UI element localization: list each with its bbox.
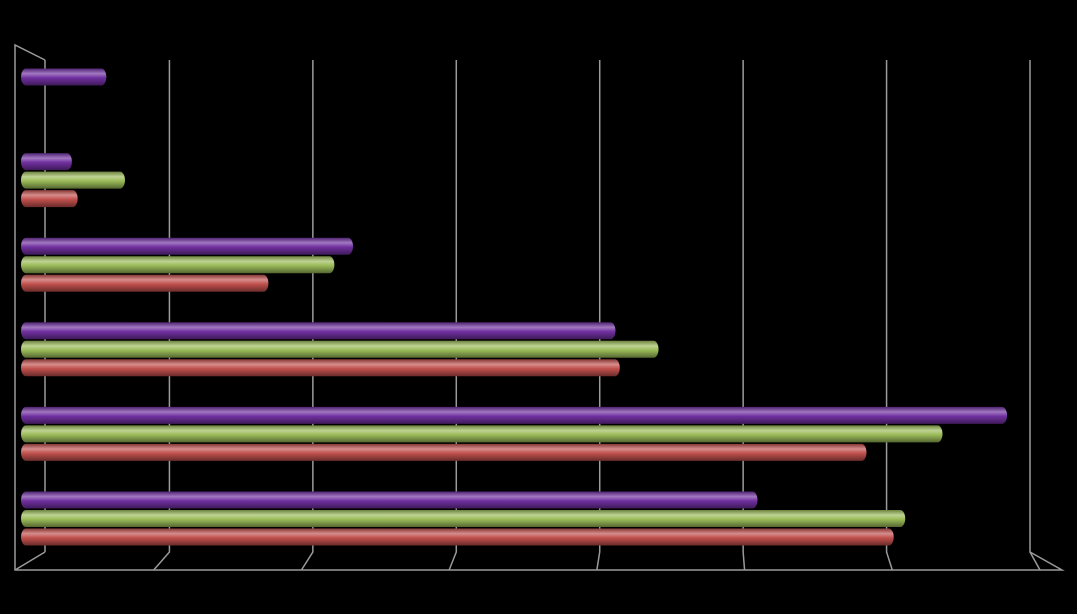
grid-line	[885, 60, 894, 571]
bar	[21, 237, 354, 255]
grid-line	[448, 60, 458, 571]
bar	[21, 528, 894, 546]
grid-line	[742, 60, 746, 571]
grid-line	[153, 60, 171, 571]
bar	[21, 510, 906, 527]
bar	[21, 256, 335, 274]
bar	[21, 274, 269, 292]
bar	[21, 68, 107, 86]
grid-line	[1029, 60, 1041, 571]
bar	[21, 443, 867, 461]
bar	[21, 359, 620, 377]
floor-edge	[14, 551, 46, 571]
bar	[21, 406, 1008, 424]
bar	[21, 322, 616, 340]
grid-line	[596, 60, 601, 571]
bar	[21, 340, 659, 358]
bar	[21, 171, 125, 189]
bar	[21, 425, 943, 443]
chart-frame	[14, 43, 1065, 571]
grid-line	[300, 60, 314, 571]
bar	[21, 153, 72, 171]
bar	[21, 190, 78, 208]
bar	[21, 491, 758, 509]
